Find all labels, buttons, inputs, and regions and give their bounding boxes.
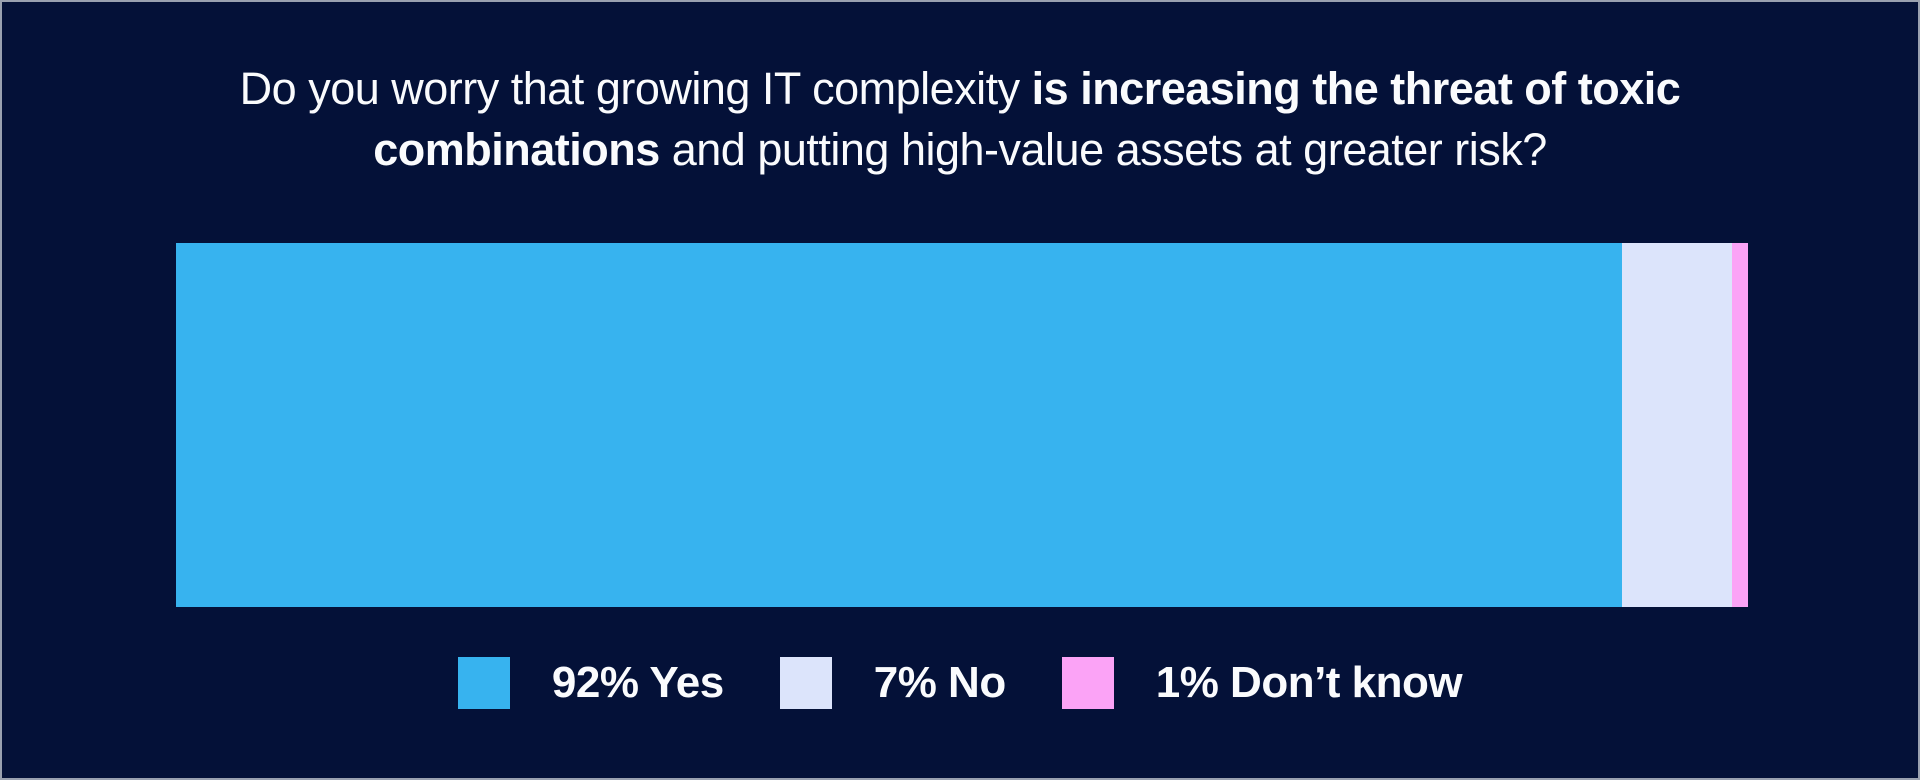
legend-label-yes: 92% Yes: [551, 658, 724, 707]
legend-item-no: 7% No: [779, 657, 1006, 709]
bar-segment-no: [1622, 243, 1733, 607]
bar-segment-yes: [176, 243, 1623, 607]
legend-label-dont-know: 1% Don’t know: [1155, 658, 1463, 707]
title-line1-bold: is increasing the threat of toxic: [1031, 63, 1681, 114]
title-line2-bold: combinations: [373, 124, 660, 175]
bar-segment-dont-know: [1732, 243, 1748, 607]
title-line1-regular: Do you worry that growing IT complexity: [239, 63, 1032, 114]
legend-swatch-dont-know: [1061, 657, 1114, 709]
legend-swatch-yes: [457, 657, 510, 709]
legend-item-dont-know: 1% Don’t know: [1061, 657, 1463, 709]
legend-label-no: 7% No: [873, 658, 1006, 707]
legend-swatch-no: [779, 657, 832, 709]
stacked-bar: [176, 243, 1748, 607]
title-line2-regular: and putting high-value assets at greater…: [659, 124, 1548, 175]
legend-item-yes: 92% Yes: [457, 657, 724, 709]
chart-title: Do you worry that growing IT complexity …: [82, 58, 1838, 180]
legend: 92% Yes 7% No 1% Don’t know: [2, 657, 1918, 709]
